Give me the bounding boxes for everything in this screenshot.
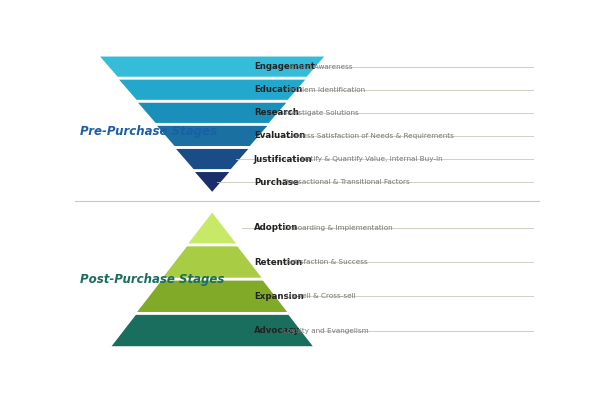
Text: Brand Awareness: Brand Awareness (290, 64, 352, 70)
Polygon shape (117, 79, 307, 101)
Text: Purchase: Purchase (254, 178, 299, 187)
Polygon shape (161, 246, 263, 278)
Text: Education: Education (254, 85, 302, 94)
Text: Onboarding & Implementation: Onboarding & Implementation (283, 225, 393, 231)
Polygon shape (187, 211, 238, 244)
Text: Loyalty and Evangelism: Loyalty and Evangelism (283, 328, 369, 334)
Text: Problem Identification: Problem Identification (286, 87, 365, 93)
Text: Post-Purchase Stages: Post-Purchase Stages (80, 272, 224, 286)
Polygon shape (174, 148, 250, 170)
Polygon shape (136, 280, 289, 313)
Text: Assess Satisfaction of Needs & Requirements: Assess Satisfaction of Needs & Requireme… (290, 133, 454, 139)
Text: Advocacy: Advocacy (254, 326, 300, 335)
Text: Evaluation: Evaluation (254, 132, 305, 140)
Text: Retention: Retention (254, 258, 302, 266)
Polygon shape (136, 102, 288, 124)
Text: Up-sell & Cross-sell: Up-sell & Cross-sell (286, 293, 356, 299)
Text: Pre-Purchase Stages: Pre-Purchase Stages (80, 125, 217, 138)
Text: Justification: Justification (254, 154, 313, 164)
Text: Satisfaction & Success: Satisfaction & Success (286, 259, 368, 265)
Text: Investigate Solutions: Investigate Solutions (283, 110, 359, 116)
Polygon shape (193, 171, 231, 193)
Polygon shape (110, 314, 314, 347)
Polygon shape (98, 56, 326, 78)
Polygon shape (155, 125, 269, 147)
Text: Justify & Quantify Value, Internal Buy-In: Justify & Quantify Value, Internal Buy-I… (300, 156, 442, 162)
Text: Engagement: Engagement (254, 62, 315, 71)
Text: Transactional & Transitional Factors: Transactional & Transitional Factors (283, 179, 410, 185)
Text: Adoption: Adoption (254, 223, 298, 232)
Text: Research: Research (254, 108, 299, 117)
Text: Expansion: Expansion (254, 292, 304, 301)
